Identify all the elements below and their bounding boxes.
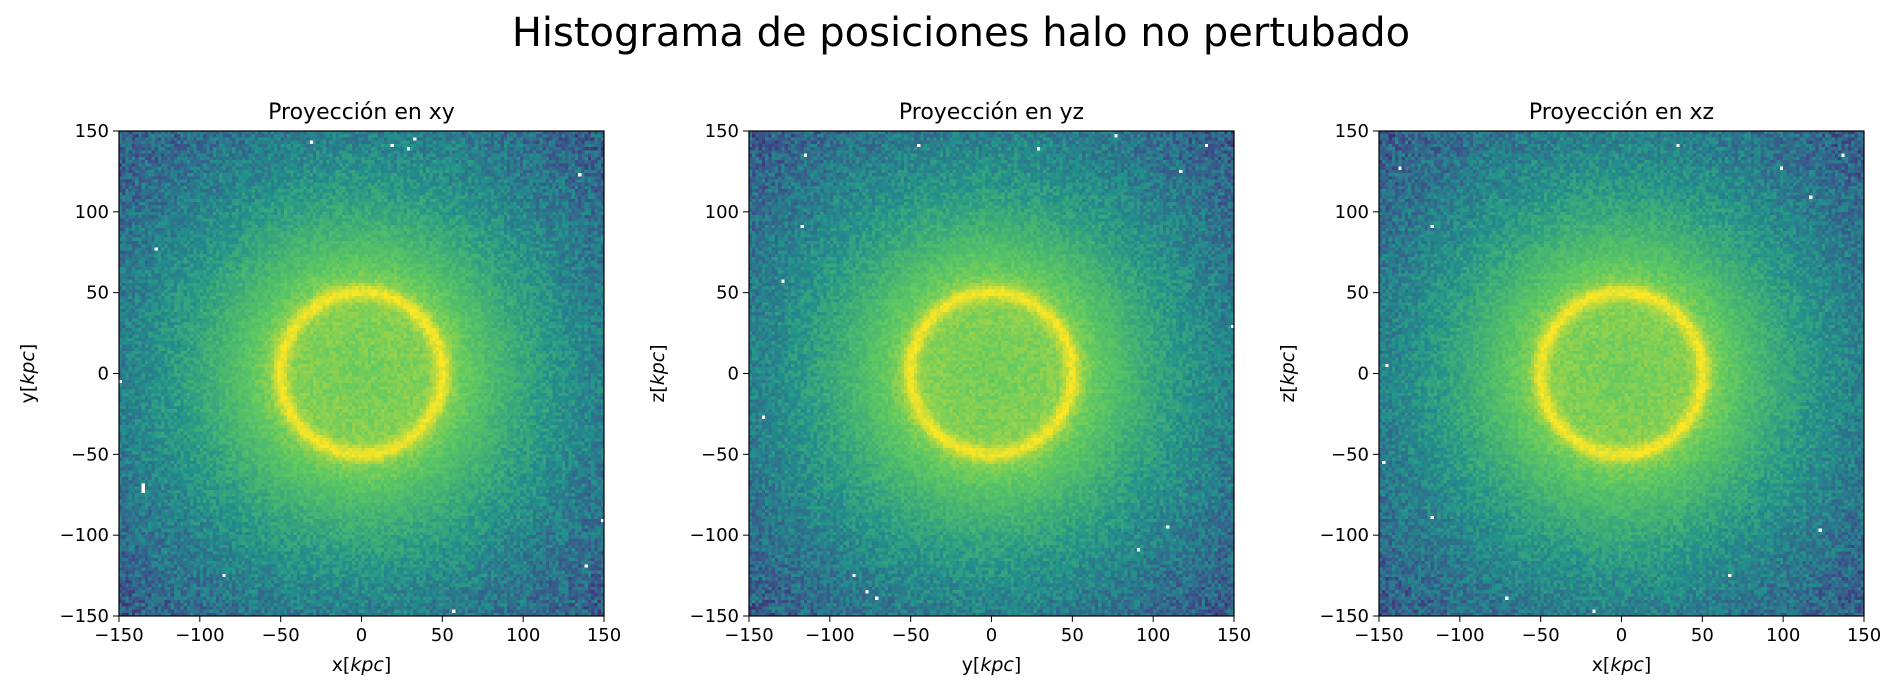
y-tick-label: 150 — [705, 121, 739, 142]
x-tick-label: −150 — [94, 625, 143, 646]
x-tick-label: −150 — [724, 625, 773, 646]
x-tick-label: 100 — [1766, 625, 1800, 646]
y-tick-label: 0 — [98, 364, 109, 385]
heatmap-image — [1379, 131, 1864, 616]
y-axis-label: z[kpc] — [647, 344, 669, 402]
x-tick-label: 0 — [356, 625, 367, 646]
heatmap-image — [119, 131, 604, 616]
x-tick-label: −50 — [892, 625, 930, 646]
y-tick-label: 100 — [1335, 202, 1369, 223]
y-tick-label: 50 — [86, 283, 109, 304]
x-tick-label: −100 — [805, 625, 854, 646]
y-tick-label: −150 — [60, 606, 109, 627]
y-tick-label: −100 — [60, 525, 109, 546]
heatmap-panel-2: −150 −100 −50 0 50 100 150 −150 −100 −50 0 50 100 150… — [647, 100, 1251, 676]
x-tick-label: 100 — [506, 625, 540, 646]
y-axis-label: y[kpc] — [17, 344, 39, 404]
figure-title: Histograma de posiciones halo no pertuba… — [512, 10, 1410, 56]
y-tick-label: −150 — [690, 606, 739, 627]
x-tick-label: 50 — [1061, 625, 1084, 646]
x-tick-label: 0 — [1616, 625, 1627, 646]
x-tick-label: 150 — [1217, 625, 1251, 646]
x-tick-label: −50 — [262, 625, 300, 646]
x-axis-label: x[kpc] — [332, 654, 392, 676]
y-axis-label: z[kpc] — [1277, 344, 1299, 402]
x-tick-label: −100 — [175, 625, 224, 646]
x-tick-label: −50 — [1522, 625, 1560, 646]
y-tick-label: −100 — [1320, 525, 1369, 546]
panel-title: Proyección en xy — [268, 100, 455, 125]
x-tick-label: 50 — [1691, 625, 1714, 646]
x-tick-label: 150 — [1847, 625, 1881, 646]
y-tick-label: 100 — [75, 202, 109, 223]
y-tick-label: −50 — [71, 444, 109, 465]
y-tick-label: 50 — [716, 283, 739, 304]
y-tick-label: 150 — [1335, 121, 1369, 142]
panels: −150 −100 −50 0 50 100 150 −150 −100 −50 0 50 100 150… — [17, 100, 1881, 676]
x-tick-label: −150 — [1354, 625, 1403, 646]
x-axis-label: y[kpc] — [962, 654, 1022, 676]
y-tick-label: −50 — [701, 444, 739, 465]
y-tick-label: −150 — [1320, 606, 1369, 627]
panel-title: Proyección en yz — [899, 100, 1084, 125]
x-tick-label: 50 — [431, 625, 454, 646]
y-tick-label: −50 — [1331, 444, 1369, 465]
y-tick-label: 100 — [705, 202, 739, 223]
y-tick-label: 0 — [728, 364, 739, 385]
heatmap-panel-3: −150 −100 −50 0 50 100 150 −150 −100 −50 0 50 100 150… — [1277, 100, 1881, 676]
heatmap-panel-1: −150 −100 −50 0 50 100 150 −150 −100 −50 0 50 100 150… — [17, 100, 621, 676]
x-tick-label: −100 — [1435, 625, 1484, 646]
y-tick-label: 150 — [75, 121, 109, 142]
y-tick-label: −100 — [690, 525, 739, 546]
x-axis-label: x[kpc] — [1592, 654, 1652, 676]
y-tick-label: 0 — [1358, 364, 1369, 385]
x-tick-label: 150 — [587, 625, 621, 646]
heatmap-image — [749, 131, 1234, 616]
panel-title: Proyección en xz — [1529, 100, 1714, 125]
x-tick-label: 100 — [1136, 625, 1170, 646]
y-tick-label: 50 — [1346, 283, 1369, 304]
x-tick-label: 0 — [986, 625, 997, 646]
